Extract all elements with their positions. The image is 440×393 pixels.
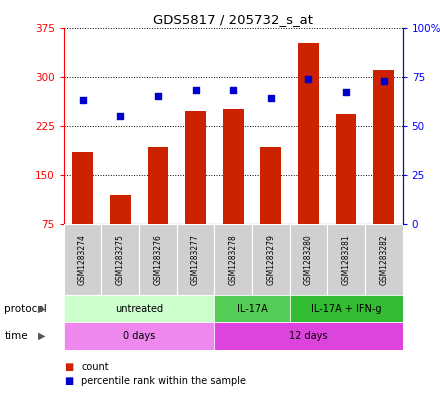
Bar xyxy=(214,295,290,322)
Bar xyxy=(102,224,139,295)
Bar xyxy=(223,109,244,224)
Text: GSM1283275: GSM1283275 xyxy=(116,234,125,285)
Text: GSM1283278: GSM1283278 xyxy=(229,234,238,285)
Text: percentile rank within the sample: percentile rank within the sample xyxy=(81,376,246,386)
Text: untreated: untreated xyxy=(115,303,163,314)
Text: ■: ■ xyxy=(64,362,73,373)
Text: IL-17A: IL-17A xyxy=(237,303,268,314)
Bar xyxy=(298,42,319,224)
Bar xyxy=(139,224,177,295)
Bar xyxy=(336,114,356,224)
Bar xyxy=(290,224,327,295)
Bar xyxy=(374,70,394,224)
Bar xyxy=(260,147,281,224)
Text: ▶: ▶ xyxy=(38,331,46,341)
Text: ■: ■ xyxy=(64,376,73,386)
Text: 0 days: 0 days xyxy=(123,331,155,341)
Bar xyxy=(177,224,214,295)
Bar xyxy=(64,295,214,322)
Bar xyxy=(214,224,252,295)
Text: protocol: protocol xyxy=(4,303,47,314)
Text: GSM1283281: GSM1283281 xyxy=(341,234,351,285)
Text: GSM1283282: GSM1283282 xyxy=(379,234,388,285)
Bar xyxy=(214,322,403,350)
Title: GDS5817 / 205732_s_at: GDS5817 / 205732_s_at xyxy=(153,13,313,26)
Bar xyxy=(327,224,365,295)
Point xyxy=(192,87,199,94)
Text: GSM1283277: GSM1283277 xyxy=(191,234,200,285)
Bar xyxy=(64,224,102,295)
Point xyxy=(117,113,124,119)
Point xyxy=(154,93,161,99)
Bar xyxy=(147,147,168,224)
Text: time: time xyxy=(4,331,28,341)
Bar xyxy=(72,152,93,224)
Bar xyxy=(365,224,403,295)
Bar xyxy=(64,322,214,350)
Point xyxy=(230,87,237,94)
Bar xyxy=(110,195,131,224)
Point xyxy=(305,75,312,82)
Text: GSM1283279: GSM1283279 xyxy=(266,234,275,285)
Point xyxy=(380,77,387,84)
Point xyxy=(79,97,86,103)
Bar xyxy=(252,224,290,295)
Bar xyxy=(185,111,206,224)
Text: ▶: ▶ xyxy=(38,303,46,314)
Text: count: count xyxy=(81,362,109,373)
Text: GSM1283280: GSM1283280 xyxy=(304,234,313,285)
Bar xyxy=(290,295,403,322)
Point xyxy=(268,95,275,101)
Text: GSM1283274: GSM1283274 xyxy=(78,234,87,285)
Text: 12 days: 12 days xyxy=(289,331,328,341)
Point xyxy=(343,89,350,95)
Text: GSM1283276: GSM1283276 xyxy=(154,234,162,285)
Text: IL-17A + IFN-g: IL-17A + IFN-g xyxy=(311,303,381,314)
